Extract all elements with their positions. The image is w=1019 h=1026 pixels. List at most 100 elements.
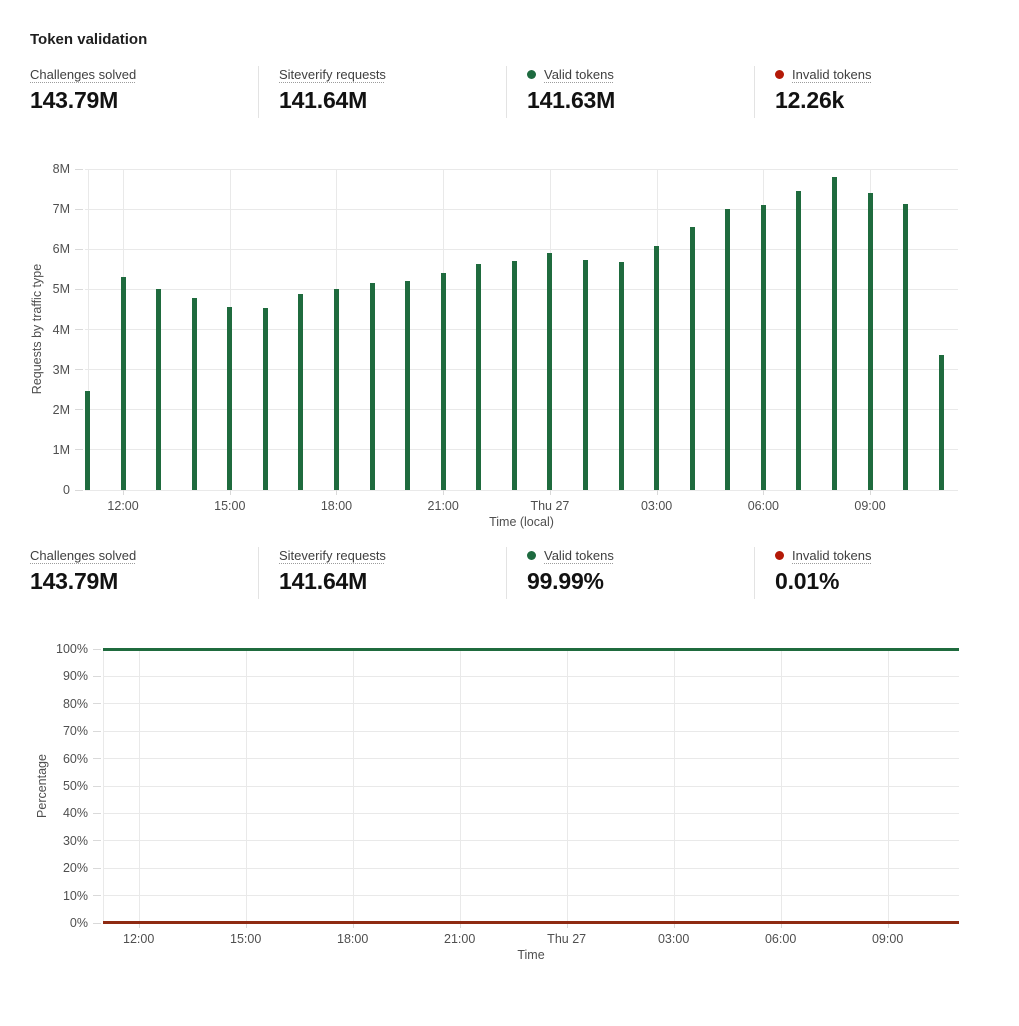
x-tick-label: 06:00 xyxy=(764,932,797,946)
y-tick-label: 30% xyxy=(62,833,88,848)
bar-08:00[interactable] xyxy=(831,176,837,490)
stat-challenges-solved-bottom: Challenges solved 143.79M xyxy=(30,547,255,595)
y-gridline xyxy=(85,449,958,451)
divider xyxy=(506,547,507,599)
series-line-valid-tokens[interactable] xyxy=(103,647,959,651)
bar-09:00[interactable] xyxy=(867,193,873,490)
stat-label[interactable]: Valid tokens xyxy=(544,547,614,563)
y-tick xyxy=(93,785,101,787)
stat-value: 141.64M xyxy=(279,568,368,594)
bar-18:00[interactable] xyxy=(333,288,339,490)
x-tick xyxy=(887,923,889,928)
y-tick xyxy=(93,730,101,732)
y-gridline xyxy=(85,208,958,210)
bar-14:00[interactable] xyxy=(191,297,197,490)
y-tick xyxy=(93,703,101,705)
y-tick-label: 50% xyxy=(62,779,88,793)
stat-value: 143.79M xyxy=(30,568,119,594)
y-tick-label: 90% xyxy=(62,669,88,684)
y-tick xyxy=(93,675,101,677)
y-gridline xyxy=(103,730,959,732)
y-tick-label: 2M xyxy=(52,402,70,417)
y-gridline xyxy=(103,758,959,760)
bar-21:00[interactable] xyxy=(440,273,446,490)
bar-11:00[interactable] xyxy=(85,390,90,490)
x-tick xyxy=(336,490,338,495)
bar-23:00[interactable] xyxy=(511,261,517,490)
x-gridline xyxy=(673,649,675,923)
y-gridline xyxy=(85,329,958,330)
bar-16:00[interactable] xyxy=(262,307,268,490)
x-tick-label: 09:00 xyxy=(871,932,904,946)
bar-03:00[interactable] xyxy=(654,245,660,490)
bar-13:00[interactable] xyxy=(156,289,162,490)
x-tick-label: 09:00 xyxy=(854,499,886,513)
valid-tokens-dot-icon xyxy=(527,550,536,560)
y-tick xyxy=(75,288,83,290)
stat-value: 143.79M xyxy=(30,87,119,113)
y-gridline xyxy=(85,369,958,371)
x-tick xyxy=(673,923,675,928)
x-tick-label: Thu 27 xyxy=(547,932,587,946)
y-tick-label: 100% xyxy=(56,642,88,656)
y-gridline xyxy=(103,785,959,787)
y-gridline xyxy=(103,840,959,842)
x-gridline xyxy=(352,649,354,923)
x-tick xyxy=(870,490,872,495)
y-tick xyxy=(75,409,83,411)
x-gridline xyxy=(459,649,461,923)
bar-00:00[interactable] xyxy=(547,253,553,490)
bar-12:00[interactable] xyxy=(120,277,126,490)
x-gridline xyxy=(887,649,889,923)
bar-22:00[interactable] xyxy=(476,264,482,490)
stat-value: 99.99% xyxy=(527,568,604,594)
y-tick-label: 80% xyxy=(62,696,88,711)
x-tick xyxy=(229,490,231,495)
bar-11:00[interactable] xyxy=(938,355,944,490)
series-line-invalid-tokens[interactable] xyxy=(103,921,959,925)
bar-15:00[interactable] xyxy=(227,307,233,490)
y-gridline xyxy=(85,168,958,170)
stat-label[interactable]: Siteverify requests xyxy=(279,547,386,563)
bar-01:00[interactable] xyxy=(582,260,588,490)
y-tick-label: 8M xyxy=(52,162,70,176)
y-tick-label: 6M xyxy=(52,242,70,257)
y-tick xyxy=(93,840,101,842)
stat-valid-tokens-bottom: Valid tokens 99.99% xyxy=(527,547,752,595)
x-tick xyxy=(780,923,782,928)
bar-06:00[interactable] xyxy=(760,205,766,490)
bar-02:00[interactable] xyxy=(618,261,624,490)
x-tick-label: 06:00 xyxy=(747,499,779,513)
bar-19:00[interactable] xyxy=(369,283,375,490)
x-tick-label: 15:00 xyxy=(214,499,246,513)
bar-17:00[interactable] xyxy=(298,294,304,490)
x-tick-label: 03:00 xyxy=(657,932,690,946)
y-tick-label: 70% xyxy=(62,724,88,739)
percentage-line-chart-plot[interactable]: 0% 10% 20% 30% 40% 50% 60% 70% 80% 90% 100% 12:00 15… xyxy=(56,642,959,946)
x-tick xyxy=(138,923,140,928)
stat-label[interactable]: Valid tokens xyxy=(544,66,614,82)
y-gridline xyxy=(85,288,958,290)
stat-label[interactable]: Invalid tokens xyxy=(792,66,872,82)
stat-label[interactable]: Challenges solved xyxy=(30,547,137,563)
bar-07:00[interactable] xyxy=(796,191,802,490)
y-tick xyxy=(93,648,101,650)
requests-bar-chart-plot[interactable]: 0 1M 2M 3M 4M 5M 6M 7M 8M 12:00 15:00 18:00 21:00 Thu… xyxy=(53,162,958,513)
bar-10:00[interactable] xyxy=(903,203,909,490)
y-tick xyxy=(93,867,101,869)
stat-siteverify-requests-top: Siteverify requests 141.64M xyxy=(279,66,504,114)
bar-04:00[interactable] xyxy=(689,226,695,490)
stat-label[interactable]: Challenges solved xyxy=(30,66,137,82)
x-tick xyxy=(123,490,125,495)
stat-label[interactable]: Siteverify requests xyxy=(279,66,386,82)
bar-20:00[interactable] xyxy=(405,280,411,490)
x-tick xyxy=(566,923,568,928)
stat-label[interactable]: Invalid tokens xyxy=(792,547,872,563)
bar-05:00[interactable] xyxy=(725,209,731,490)
y-tick-label: 20% xyxy=(62,861,88,876)
stat-challenges-solved-top: Challenges solved 143.79M xyxy=(30,66,255,114)
stat-value: 0.01% xyxy=(775,568,840,594)
y-tick xyxy=(75,449,83,451)
y-gridline xyxy=(103,675,959,677)
